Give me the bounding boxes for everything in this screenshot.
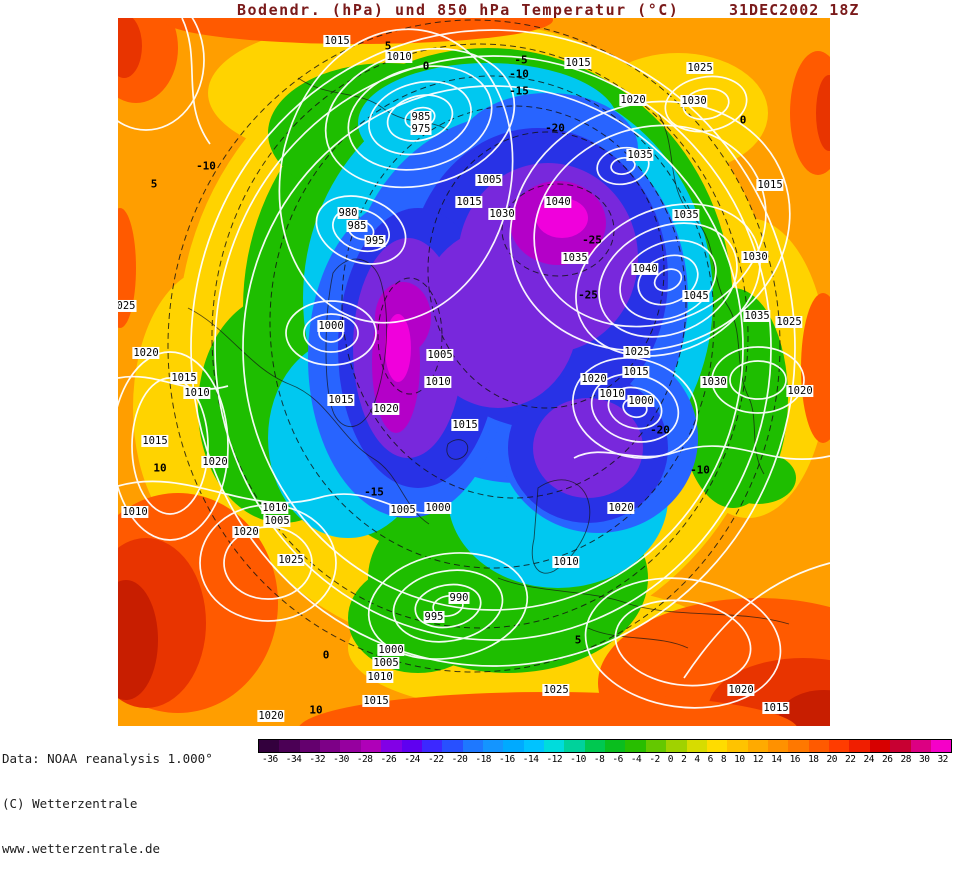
colorbar-segment [890,740,911,752]
colorbar-segment [544,740,565,752]
colorbar-tick: -16 [499,754,515,765]
colorbar-tick: -14 [522,754,539,765]
colorbar-tick: 28 [900,754,911,765]
colorbar-tick: -34 [285,754,302,765]
colorbar-tick: 24 [863,754,875,765]
colorbar-segment [706,740,728,752]
colorbar-tick: -8 [593,754,605,765]
colorbar-tick: 26 [882,754,893,765]
colorbar-segment [340,740,361,752]
colorbar-segment [910,740,931,752]
colorbar-segment [564,740,585,752]
colorbar-segment [829,740,850,752]
map-datetime: 31DEC2002 18Z [729,1,860,19]
colorbar-segment [503,740,524,752]
colorbar-tick: -32 [309,754,326,765]
colorbar-tick: -18 [475,754,492,765]
colorbar-tick: 16 [789,754,801,765]
credits-data-source: Data: NOAA reanalysis 1.000° [2,751,213,766]
temperature-fill-layer [118,18,830,726]
colorbar-segment [747,740,768,752]
colorbar-ticks: -36 -34 -32 -30 -28 -26 -24 -22 -20 -18 -16 -14 -12-… [258,754,952,765]
colorbar-tick: 18 [808,754,819,765]
colorbar-tick: -2 [649,754,660,765]
colorbar-tick: 14 [771,754,782,765]
colorbar-tick: -30 [333,754,349,765]
page-title: Bodendr. (hPa) und 850 hPa Temperatur (°… [237,1,680,19]
colorbar-tick: -26 [380,754,397,765]
colorbar-tick: 32 [937,754,948,765]
colorbar-tick: -28 [356,754,373,765]
colorbar-segment [808,740,830,752]
colorbar-segment [381,740,402,752]
colorbar-tick: 20 [826,754,838,765]
colorbar-tick: 8 [720,754,727,765]
colorbar-segment [727,740,748,752]
colorbar-tick: -10 [570,754,586,765]
colorbar-segment [849,740,870,752]
colorbar-segment [401,740,422,752]
weather-map-graphic [118,18,830,726]
temperature-colorbar: -36 -34 -32 -30 -28 -26 -24 -22 -20 -18 -16 -14 -12-… [258,739,952,765]
colorbar-segments [258,739,952,753]
colorbar-tick: 10 [734,754,745,765]
colorbar-segment [360,740,382,752]
colorbar-segment [320,740,341,752]
colorbar-tick: -36 [262,754,278,765]
colorbar-segment [869,740,891,752]
credits-copyright: (C) Wetterzentrale [2,796,138,811]
colorbar-tick: 12 [752,754,764,765]
colorbar-tick: -12 [546,754,563,765]
colorbar-tick: -4 [630,754,642,765]
colorbar-segment [666,740,687,752]
colorbar-tick: 22 [845,754,856,765]
colorbar-tick: -24 [404,754,420,765]
colorbar-segment [462,740,483,752]
colorbar-segment [482,740,504,752]
colorbar-tick: 4 [694,754,700,765]
colorbar-segment [523,740,545,752]
colorbar-segment [299,740,321,752]
colorbar-segment [259,740,280,752]
colorbar-tick: 0 [667,754,674,765]
colorbar-tick: -22 [427,754,444,765]
colorbar-segment [686,740,707,752]
colorbar-tick: -6 [612,754,623,765]
colorbar-segment [279,740,300,752]
colorbar-segment [625,740,646,752]
colorbar-tick: -20 [451,754,468,765]
credits-website: www.wetterzentrale.de [2,841,161,856]
colorbar-tick: 2 [681,754,687,765]
colorbar-segment [421,740,443,752]
colorbar-segment [930,740,952,752]
colorbar-segment [788,740,809,752]
colorbar-segment [442,740,463,752]
colorbar-segment [584,740,606,752]
colorbar-tick: 6 [707,754,714,765]
credits: Data: NOAA reanalysis 1.000° (C) Wetterz… [2,721,213,871]
weather-map: 5 0 -5 -10 -15 -20 0 -10 5 -25 -25 -20 -10 10 -15 0 5 10 … [118,18,830,726]
colorbar-segment [767,740,789,752]
colorbar-tick: 30 [918,754,930,765]
colorbar-segment [645,740,667,752]
colorbar-segment [605,740,626,752]
coastline-layer [187,77,790,649]
